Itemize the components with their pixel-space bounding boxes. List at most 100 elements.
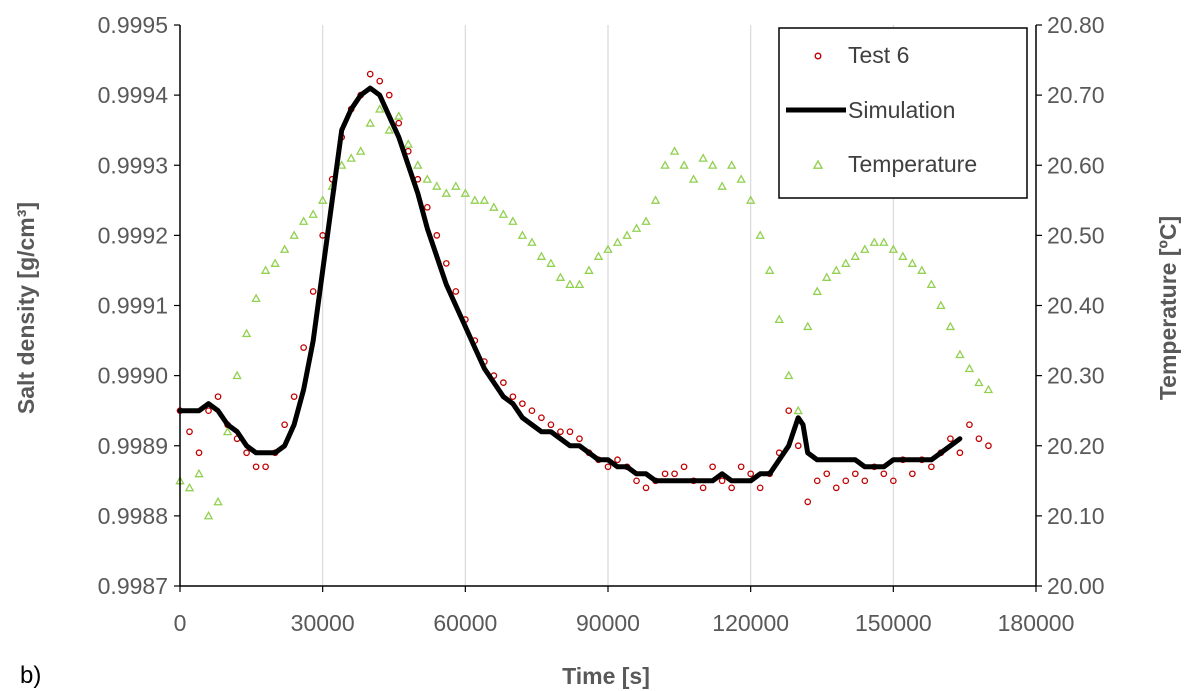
temperature-point xyxy=(669,146,680,155)
test-6-point xyxy=(718,477,726,485)
test-6-point xyxy=(376,77,384,85)
test-6-point xyxy=(642,484,650,492)
test-6-point xyxy=(576,435,583,443)
temperature-point xyxy=(707,160,718,169)
test-6-point xyxy=(823,470,831,478)
test-6-point xyxy=(661,470,669,478)
test-6-point xyxy=(509,393,517,401)
temperature-point xyxy=(270,258,280,267)
y-axis-title: Salt density [g/cm³] xyxy=(13,202,39,414)
temperature-point xyxy=(831,265,841,274)
legend: Test 6 Simulation Temperature xyxy=(778,27,1028,199)
test-6-point xyxy=(252,463,260,471)
simulation-line xyxy=(177,85,963,484)
test-6-point xyxy=(785,407,793,415)
test-6-point xyxy=(633,477,640,485)
test-6-point xyxy=(680,463,688,471)
x-axis-title: Time [s] xyxy=(562,663,650,689)
test-6-point xyxy=(737,463,745,471)
temperature-point xyxy=(869,237,880,246)
x-tick-label: 0 xyxy=(174,610,187,636)
y-axis-ticks: 0.9987 0.9988 0.9989 0.9990 0.9991 0.9992 0.99… xyxy=(98,12,180,599)
temperature-point xyxy=(432,181,442,190)
test-6-point xyxy=(547,421,555,429)
temperature-point xyxy=(584,265,594,274)
test-6-point xyxy=(205,407,212,415)
temperature-point xyxy=(860,244,870,253)
temperature-point xyxy=(745,195,756,204)
test-6-point xyxy=(614,456,621,464)
temperature-point xyxy=(489,202,499,211)
temperature-point xyxy=(298,216,309,225)
temperature-point xyxy=(631,223,642,232)
temperature-point xyxy=(612,237,623,246)
y-right-tick-label: 20.70 xyxy=(1047,82,1105,108)
temperature-point xyxy=(384,125,394,134)
test-6-point xyxy=(709,463,716,471)
temperature-point xyxy=(841,258,851,267)
test-6-point xyxy=(243,449,250,457)
temperature-point xyxy=(336,160,347,169)
y-right-tick-label: 20.00 xyxy=(1047,573,1105,599)
temperature-point xyxy=(679,160,689,169)
temperature-point xyxy=(774,314,784,324)
test-6-point xyxy=(385,91,393,99)
temperature-point xyxy=(555,272,566,281)
y-right-tick-label: 20.50 xyxy=(1047,222,1105,248)
temperature-point xyxy=(470,195,480,204)
legend-marker-test-6 xyxy=(814,52,822,60)
x-tick-label: 150000 xyxy=(855,610,932,636)
temperature-point xyxy=(593,251,604,260)
temperature-point xyxy=(508,216,518,225)
temperature-point xyxy=(574,279,585,288)
legend-label-test-6: Test 6 xyxy=(848,42,909,68)
y-tick-label: 0.9988 xyxy=(98,503,168,529)
temperature-point xyxy=(365,118,375,127)
temperature-point xyxy=(983,384,994,394)
temperature-point xyxy=(822,272,832,281)
test-6-point xyxy=(985,442,992,450)
test-6-point xyxy=(262,463,269,471)
test-6-point xyxy=(281,421,288,429)
test-6-point xyxy=(832,484,840,492)
y-right-axis-title: Temperature [ºC] xyxy=(1155,216,1181,400)
test-6-point xyxy=(966,421,973,429)
y-right-tick-label: 20.30 xyxy=(1047,363,1105,389)
test-6-point xyxy=(671,470,678,478)
test-6-point xyxy=(442,260,450,267)
y-tick-label: 0.9994 xyxy=(98,82,169,108)
legend-symbol-temperature xyxy=(812,159,824,169)
x-tick-label: 60000 xyxy=(433,610,497,636)
x-axis-ticks: 0 30000 60000 90000 120000 150000 180000 xyxy=(174,586,1074,636)
y-tick-label: 0.9987 xyxy=(98,573,168,599)
simulation-series xyxy=(177,85,963,484)
y-tick-label: 0.9993 xyxy=(98,152,168,178)
temperature-point xyxy=(736,174,746,183)
temperature-point xyxy=(222,426,233,436)
x-tick-label: 90000 xyxy=(576,610,640,636)
test-6-point xyxy=(433,232,441,239)
panel-label: b) xyxy=(20,662,41,689)
test-6-point xyxy=(842,477,850,485)
temperature-point xyxy=(184,482,195,492)
temperature-point xyxy=(793,405,803,415)
temperature-point xyxy=(460,188,471,197)
y-right-tick-label: 20.40 xyxy=(1047,293,1105,319)
temperature-point xyxy=(698,153,708,162)
temperature-point xyxy=(755,230,765,239)
temperature-point xyxy=(241,328,252,338)
temperature-point xyxy=(565,279,575,288)
test-6-point xyxy=(975,435,983,443)
temperature-point xyxy=(356,146,366,155)
temperature-point xyxy=(527,237,537,246)
test-6-point xyxy=(538,414,545,422)
temperature-point xyxy=(726,160,737,169)
temperature-point xyxy=(888,244,899,253)
y-right-tick-label: 20.10 xyxy=(1047,503,1105,529)
test-6-point xyxy=(519,400,526,408)
legend-marker-temperature xyxy=(812,159,824,169)
vertical-gridlines xyxy=(322,25,894,586)
temperature-point xyxy=(974,377,984,387)
test-6-point xyxy=(395,119,403,127)
test-6-point xyxy=(309,288,317,295)
